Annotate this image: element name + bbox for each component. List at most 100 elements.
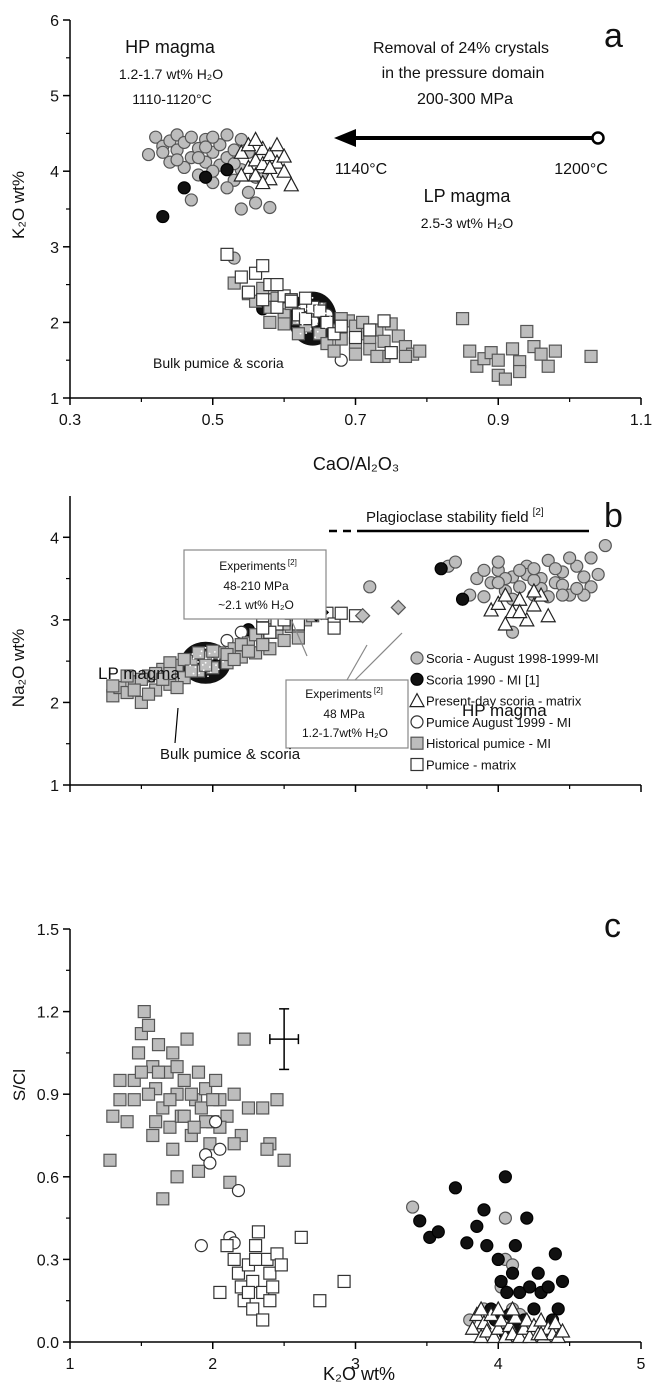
data-point [390,599,407,616]
bulk-field-speckle [197,661,199,663]
bulk-field-speckle [205,657,207,660]
legend-label: Pumice August 1999 - MI [426,715,571,730]
data-point [491,555,505,569]
legend-item-scoria_mi: Scoria - August 1998-1999-MI [410,651,599,666]
bulk-field-speckle [191,653,194,655]
data-point [270,278,284,292]
data-point [370,349,384,364]
data-point [223,1175,237,1189]
data-point [199,170,213,184]
data-point [533,1325,550,1341]
data-point [170,153,184,167]
panel-c: c S/Cl K₂O wt% [10,907,621,1384]
legend-marker [410,736,424,750]
data-point [194,1239,208,1253]
data-point [520,1211,534,1225]
data-point [531,1266,545,1280]
data-point [274,1258,288,1272]
bulk-field-speckle [207,675,209,678]
data-point [334,606,348,620]
y-tick-label: 3 [50,613,59,630]
data-point [206,644,220,658]
data-point [231,1266,246,1280]
data-point [283,176,300,192]
bulk-field-speckle [208,652,211,655]
data-point [507,1308,524,1324]
panel-a-hp-water: 1.2-1.7 wt% H₂O [119,66,223,82]
data-point [141,1087,156,1101]
data-point [248,1239,263,1253]
legend-item-pumice_mi: Pumice August 1999 - MI [410,715,571,730]
bulk-field-speckle [312,311,314,314]
data-point [113,1073,127,1088]
data-point [134,672,148,686]
y-tick-label: 1 [50,391,59,408]
bulk-field-speckle [322,320,324,323]
data-point [263,200,277,215]
bulk-field-speckle [315,323,318,326]
data-point [268,136,285,152]
y-tick-label: 4 [50,164,59,181]
bulk-field-speckle [213,651,216,653]
data-point [477,1203,491,1217]
data-point [220,247,234,261]
data-point [327,344,341,358]
data-point [448,1181,463,1195]
data-point [470,571,484,586]
experiment-box-1 [183,549,327,620]
data-point [220,163,234,177]
panel-a-removal-line3: 200-300 MPa [417,91,513,108]
data-point [598,538,612,553]
panel-a-temp-left: 1140°C [335,161,387,178]
data-point [184,664,198,678]
bulk-field-speckle [296,321,299,324]
data-point [413,1214,427,1228]
data-point [170,1170,184,1184]
data-point [455,312,470,326]
panel-a-hp-title: HP magma [125,37,216,57]
legend: Scoria - August 1998-1999-MI Scoria 1990 … [408,651,599,773]
x-tick-label: 5 [637,1356,646,1373]
panel-a-temp-right: 1200°C [554,161,608,178]
data-point [313,1294,327,1308]
bulk-field-speckle [217,668,220,671]
y-tick-label: 0.0 [37,1335,59,1352]
data-point [494,1274,508,1289]
data-point [291,327,305,341]
data-point [577,570,591,584]
y-tick-label: 6 [50,13,59,30]
data-point [199,1082,213,1096]
data-point [555,1274,570,1289]
series-scoria_mi [141,128,277,265]
data-point [570,581,584,596]
chart-marks: 1 2 3 4 5 6 0.3 0.5 0.7 0.9 1.1 1 2 3 4 0.0 0.3 0.6 0.9 1.2… [37,13,652,1373]
data-point [478,1322,495,1338]
data-point [220,1239,234,1253]
panel-b-lp-label: LP magma [98,664,180,683]
data-point [497,615,514,631]
y-tick-label: 0.3 [37,1252,59,1269]
data-point [377,314,391,328]
x-tick-label: 0.5 [202,412,224,429]
data-point [256,259,270,273]
panel-b-bulk-label: Bulk pumice & scoria [160,746,301,763]
panel-a-plot-area: 1 2 3 4 5 6 0.3 0.5 0.7 0.9 1.1 [50,13,652,429]
data-point [120,1115,134,1129]
data-point [106,679,120,693]
data-point [261,159,278,175]
data-point [209,1073,223,1088]
data-point [294,1230,308,1244]
legend-item-historical_pumice: Historical pumice - MI [410,736,551,751]
bulk-field-speckle [315,304,318,307]
legend-item-present_scoria: Present-day scoria - matrix [408,692,582,709]
bulk-field-speckle [200,650,203,653]
data-point [464,1319,481,1335]
bulk-field-speckle [215,664,217,667]
data-point [384,346,398,360]
data-point [254,140,271,156]
data-point [141,147,156,162]
data-point [141,1018,156,1032]
bulk-field-speckle [305,332,308,334]
experiment-box-2-pointer-2 [354,632,403,681]
data-point [203,1156,217,1170]
